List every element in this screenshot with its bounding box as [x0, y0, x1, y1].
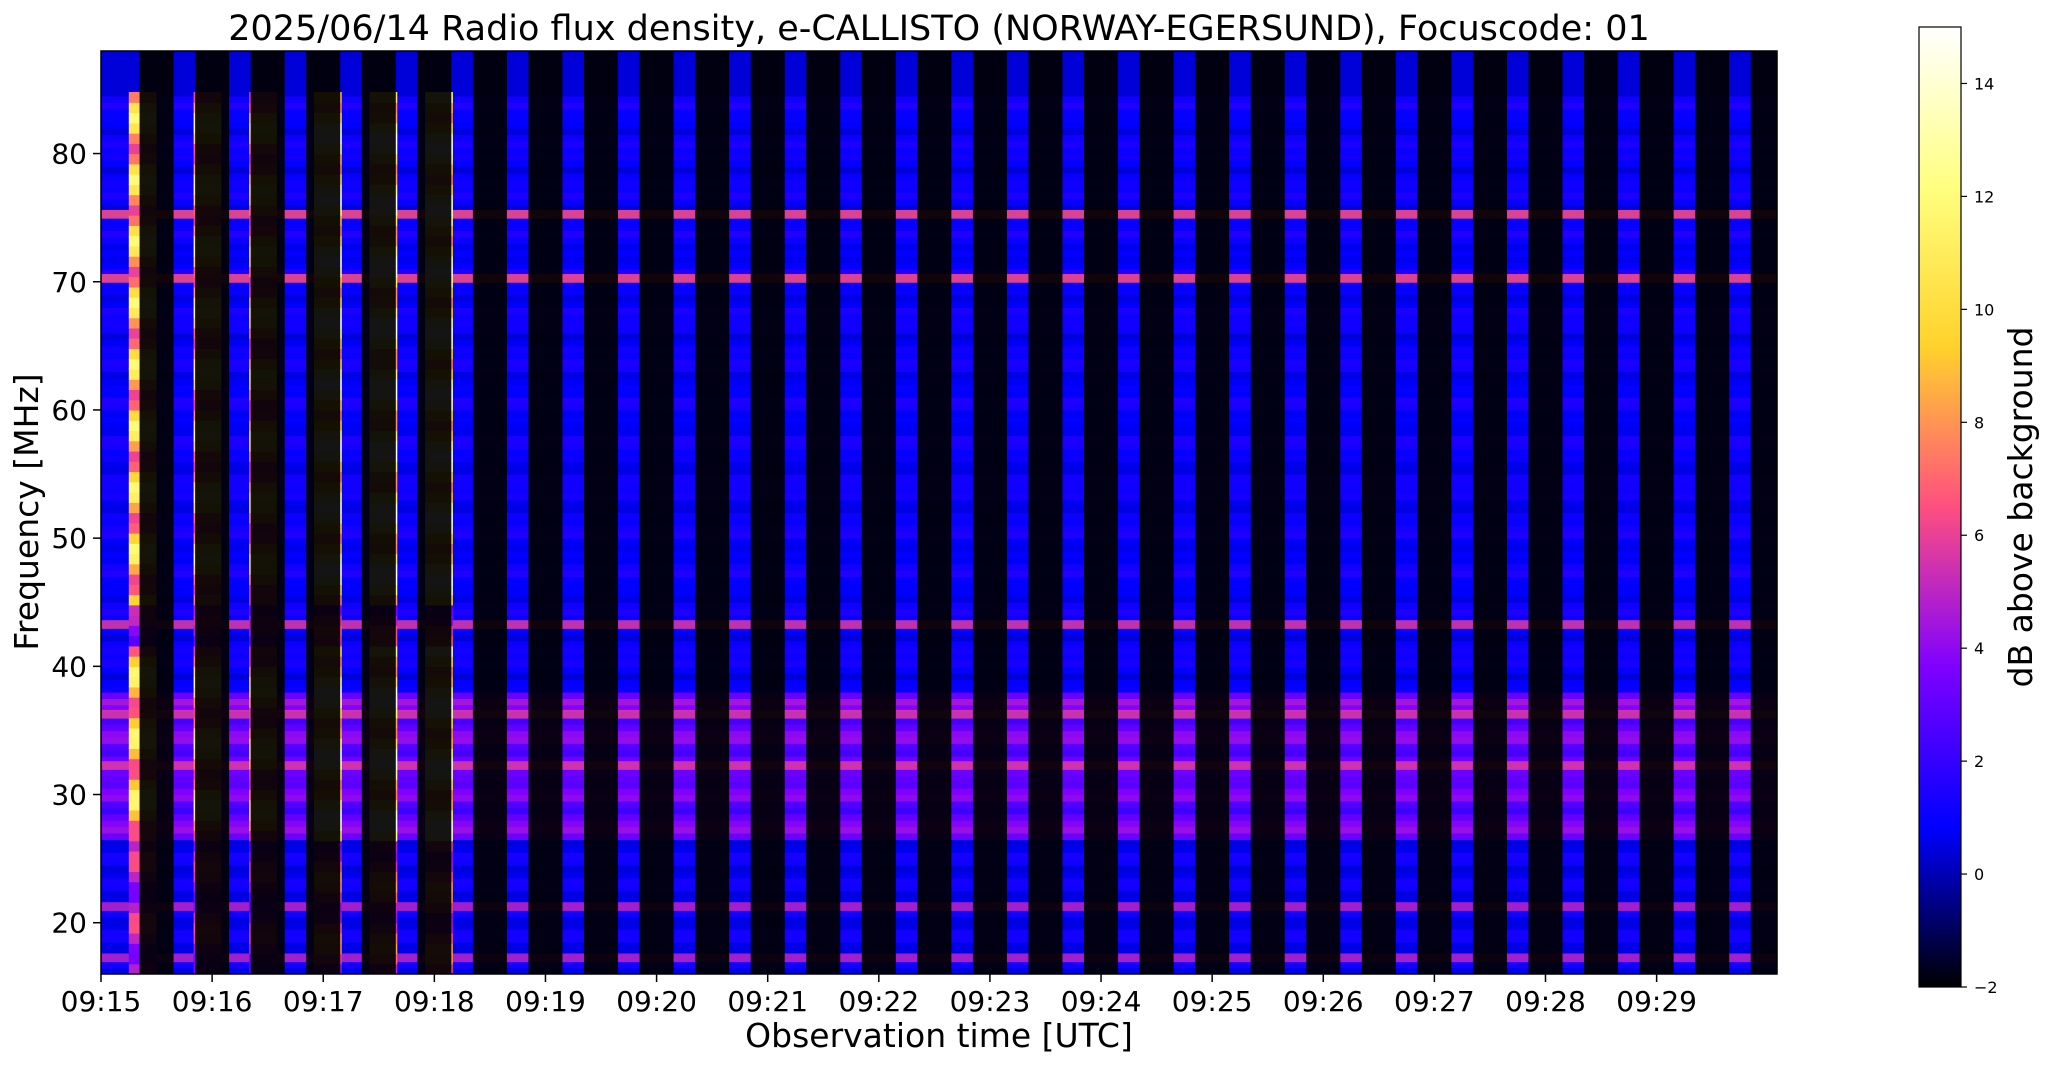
y-tick-label: 70: [51, 266, 87, 299]
x-tick-label: 09:25: [1172, 985, 1253, 1018]
colorbar-tick-label: 4: [1974, 639, 1984, 658]
colorbar-tick-label: −2: [1974, 978, 1998, 997]
spectrum-gap: [1639, 51, 1674, 974]
spectrogram-gaps: [139, 51, 1777, 974]
spectrum-gap: [139, 51, 174, 974]
spectrum-gap: [195, 51, 230, 974]
y-tick-label: 30: [51, 779, 87, 812]
spectrum-gap: [1584, 51, 1619, 974]
spectrum-gap: [584, 51, 619, 974]
colorbar-ticks: −2 0 2 4 6 8 10 12 14: [1961, 74, 1998, 997]
x-axis: 09:15 09:16 09:17 09:18 09:19 09:20 09:21 09:22…: [61, 974, 1697, 1018]
y-tick-label: 20: [51, 907, 87, 940]
spectrum-gap: [917, 51, 952, 974]
x-tick-label: 09:18: [394, 985, 475, 1018]
spectrum-gap: [1417, 51, 1452, 974]
x-axis-label: Observation time [UTC]: [745, 1016, 1133, 1055]
x-tick-label: 09:16: [172, 985, 253, 1018]
spectrum-gap: [1195, 51, 1230, 974]
x-tick-label: 09:23: [950, 985, 1031, 1018]
colorbar: −2 0 2 4 6 8 10 12 14 dB above background: [1918, 26, 2040, 997]
spectrum-gap: [750, 51, 785, 974]
colorbar-tick-label: 2: [1974, 752, 1984, 771]
x-tick-label: 09:20: [616, 985, 697, 1018]
chart-title: 2025/06/14 Radio flux density, e-CALLIST…: [228, 9, 1650, 49]
spectrum-gap: [861, 51, 896, 974]
plot-frame: [100, 50, 1778, 975]
spectrum-gap: [1306, 51, 1341, 974]
x-tick-label: 09:28: [1505, 985, 1586, 1018]
spectrum-gap: [639, 51, 674, 974]
y-tick-label: 60: [51, 394, 87, 427]
spectrum-gap: [1028, 51, 1063, 974]
spectrum-gap: [806, 51, 841, 974]
spectrum-gap: [1084, 51, 1119, 974]
colorbar-tick-label: 8: [1974, 413, 1984, 432]
x-tick-label: 09:15: [61, 985, 142, 1018]
colorbar-tick-label: 6: [1974, 526, 1984, 545]
spectrum-gap: [1750, 51, 1777, 974]
spectrum-gap: [306, 51, 341, 974]
colorbar-label: dB above background: [2001, 327, 2040, 688]
y-tick-label: 80: [51, 138, 87, 171]
spectrum-gap: [528, 51, 563, 974]
colorbar-gradient: [1918, 26, 1962, 988]
y-axis-label: Frequency [MHz]: [7, 373, 46, 650]
x-tick-label: 09:22: [838, 985, 919, 1018]
spectrum-gap: [472, 51, 507, 974]
colorbar-tick-label: 10: [1974, 300, 1994, 319]
spectrum-gap: [417, 51, 452, 974]
x-tick-label: 09:19: [505, 985, 586, 1018]
x-tick-label: 09:26: [1283, 985, 1364, 1018]
spectrum-gap: [1361, 51, 1396, 974]
x-tick-label: 09:27: [1394, 985, 1475, 1018]
spectrum-gap: [250, 51, 285, 974]
spectrum-gap: [1139, 51, 1174, 974]
x-tick-label: 09:21: [727, 985, 808, 1018]
spectrum-gap: [972, 51, 1007, 974]
spectrum-gap: [361, 51, 396, 974]
spectrum-gap: [1472, 51, 1507, 974]
y-axis: 20 30 40 50 60 70 80: [51, 138, 101, 940]
spectrum-gap: [695, 51, 730, 974]
colorbar-tick-label: 14: [1974, 74, 1994, 93]
x-tick-label: 09:24: [1061, 985, 1142, 1018]
spectrum-gap: [1695, 51, 1730, 974]
spectrum-gap: [1528, 51, 1563, 974]
x-tick-label: 09:29: [1616, 985, 1697, 1018]
colorbar-tick-label: 0: [1974, 865, 1984, 884]
plot-area: [100, 50, 1778, 975]
y-tick-label: 40: [51, 650, 87, 683]
spectrum-gap: [1250, 51, 1285, 974]
y-tick-label: 50: [51, 522, 87, 555]
colorbar-tick-label: 12: [1974, 187, 1994, 206]
x-tick-label: 09:17: [283, 985, 364, 1018]
